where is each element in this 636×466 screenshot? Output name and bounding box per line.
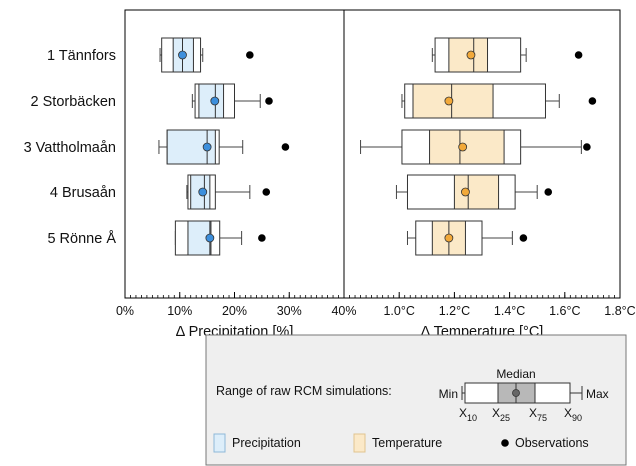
- row-label: 1 Tännfors: [47, 48, 116, 64]
- temperature-tick-label: 1.0°C: [383, 304, 414, 318]
- precipitation-tick-label: 40%: [331, 304, 356, 318]
- temperature-iqr-box: [453, 174, 500, 210]
- legend-quantile-label: X90: [564, 406, 582, 423]
- precipitation-mean-marker: [210, 96, 220, 106]
- legend-quantile-label: X75: [529, 406, 547, 423]
- legend-precip-label: Precipitation: [232, 436, 301, 450]
- precipitation-box-group: [159, 37, 254, 73]
- legend-max-label: Max: [586, 387, 609, 401]
- precipitation-tick-label: 10%: [167, 304, 192, 318]
- precipitation-box-group: [186, 174, 271, 210]
- precipitation-box-group: [191, 83, 273, 119]
- temperature-box-group: [406, 220, 528, 256]
- temperature-observation-point: [588, 97, 597, 105]
- legend-quantile-subscript: 25: [500, 413, 510, 423]
- legend-quantile-subscript: 90: [572, 413, 582, 423]
- row-label: 3 Vattholmaån: [24, 140, 116, 156]
- legend-quantile-subscript: 75: [537, 413, 547, 423]
- precipitation-mean-marker: [202, 142, 212, 152]
- legend-observation-marker: [501, 439, 509, 447]
- legend-quantile-base: X: [492, 406, 500, 420]
- temperature-box-group: [360, 129, 591, 165]
- legend-quantile-subscript: 10: [467, 413, 477, 423]
- precipitation-observation-point: [258, 234, 266, 242]
- legend-quantile-base: X: [529, 406, 537, 420]
- row-labels: 1 Tännfors 2 Storbäcken 3 Vattholmaån 4 Bru…: [24, 48, 117, 247]
- legend-temp-label: Temperature: [372, 436, 442, 450]
- temperature-observation-point: [544, 188, 553, 196]
- legend-precip-swatch: [213, 433, 226, 453]
- legend-min-label: Min: [439, 387, 458, 401]
- temperature-tick-label: 1.4°C: [494, 304, 525, 318]
- row-label: 4 Brusaån: [50, 185, 116, 201]
- legend-quantile-label: X25: [492, 406, 510, 423]
- legend-quantile-base: X: [564, 406, 572, 420]
- precipitation-tick-label: 20%: [222, 304, 247, 318]
- temperature-mean-marker: [444, 233, 454, 243]
- precipitation-box-group: [158, 129, 290, 165]
- legend-range-label: Range of raw RCM simulations:: [216, 384, 392, 398]
- legend-median-label: Median: [496, 367, 535, 381]
- precipitation-observation-point: [262, 188, 271, 196]
- precipitation-observation-point: [281, 143, 290, 151]
- temperature-tick-label: 1.8°C: [604, 304, 635, 318]
- row-label: 5 Rönne Å: [47, 230, 116, 247]
- precipitation-observation-point: [265, 97, 273, 105]
- temperature-observation-point: [519, 234, 528, 242]
- precipitation-tick-label: 30%: [277, 304, 302, 318]
- precipitation-panel: 0% 10% 20% 30% 40%Δ Precipitation [%]: [116, 9, 357, 340]
- temperature-mean-marker: [444, 96, 454, 106]
- temperature-observation-point: [574, 51, 583, 59]
- temperature-mean-marker: [458, 142, 468, 152]
- legend-quantile-base: X: [459, 406, 467, 420]
- legend-mean-marker: [512, 389, 520, 397]
- temperature-box-group: [395, 174, 553, 210]
- temperature-box-group: [431, 37, 583, 73]
- legend-quantile-label: X10: [459, 406, 477, 423]
- precipitation-mean-marker: [205, 233, 215, 243]
- precipitation-mean-marker: [178, 50, 187, 60]
- precipitation-frame: [124, 9, 345, 299]
- precipitation-observation-point: [246, 51, 254, 59]
- chart-panels: 0% 10% 20% 30% 40%Δ Precipitation [%]1.0°C 1.…: [116, 9, 636, 340]
- precipitation-box-group: [174, 220, 266, 256]
- temperature-tick-label: 1.6°C: [549, 304, 580, 318]
- legend: Range of raw RCM simulations: Min Max Media…: [205, 334, 627, 466]
- temperature-mean-marker: [466, 50, 476, 60]
- row-label: 2 Storbäcken: [31, 94, 116, 110]
- temperature-box-group: [401, 83, 597, 119]
- temperature-tick-label: 1.2°C: [439, 304, 470, 318]
- legend-temp-swatch: [353, 433, 366, 453]
- temperature-panel: 1.0°C 1.2°C 1.4°C 1.6°C 1.8°CΔ Temperature […: [343, 9, 636, 340]
- temperature-mean-marker: [461, 187, 470, 197]
- precipitation-mean-marker: [198, 187, 208, 197]
- legend-observation-label: Observations: [515, 436, 589, 450]
- precipitation-tick-label: 0%: [116, 304, 134, 318]
- temperature-observation-point: [583, 143, 591, 151]
